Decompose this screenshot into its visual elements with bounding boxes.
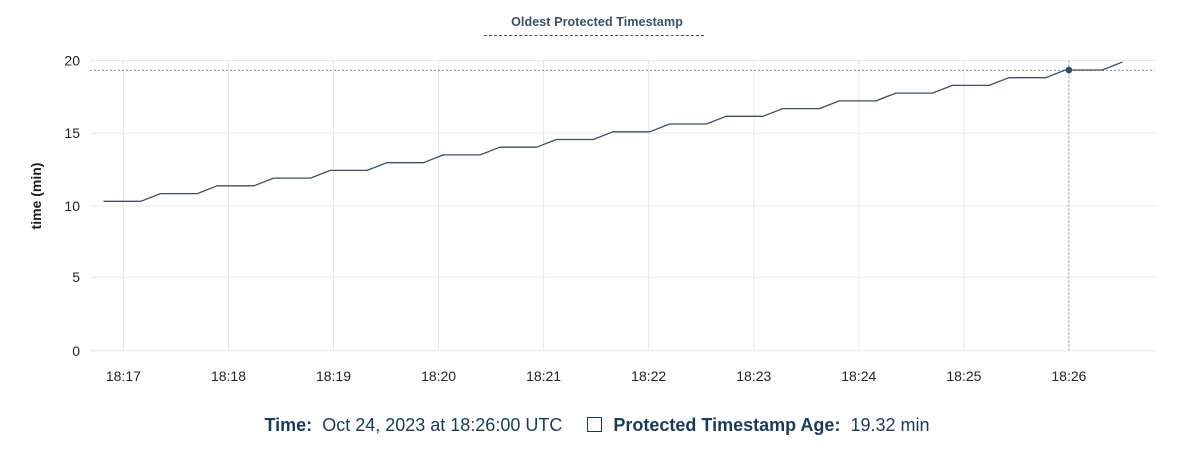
svg-text:18:20: 18:20	[421, 368, 456, 384]
svg-text:18:23: 18:23	[736, 368, 771, 384]
svg-text:18:25: 18:25	[946, 368, 981, 384]
svg-text:20: 20	[64, 53, 80, 69]
svg-text:18:19: 18:19	[316, 368, 351, 384]
svg-text:18:26: 18:26	[1051, 368, 1086, 384]
svg-text:10: 10	[64, 198, 80, 214]
svg-text:18:22: 18:22	[631, 368, 666, 384]
svg-text:5: 5	[72, 269, 80, 285]
svg-text:0: 0	[72, 343, 80, 359]
svg-text:15: 15	[64, 125, 80, 141]
svg-text:18:21: 18:21	[526, 368, 561, 384]
svg-text:18:18: 18:18	[211, 368, 246, 384]
svg-text:18:17: 18:17	[106, 368, 141, 384]
svg-text:18:24: 18:24	[841, 368, 876, 384]
